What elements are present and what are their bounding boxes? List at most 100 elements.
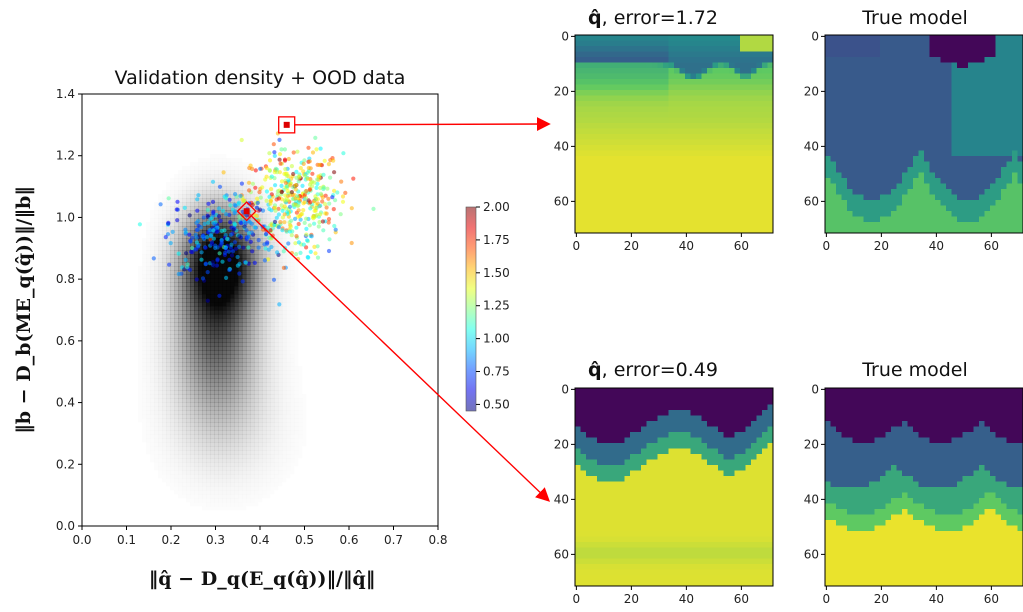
density-cell	[194, 482, 198, 486]
density-cell	[178, 490, 182, 494]
density-cell	[206, 278, 211, 283]
density-cell	[182, 390, 187, 395]
heatmap-cell	[707, 139, 713, 146]
density-cell	[218, 410, 223, 415]
density-cell	[238, 162, 242, 166]
density-cell	[298, 366, 302, 370]
density-cell	[146, 326, 150, 330]
ood-point	[190, 235, 195, 240]
density-cell	[290, 286, 294, 290]
density-cell	[154, 334, 159, 339]
density-cell	[186, 402, 191, 407]
heatmap-cell	[707, 216, 713, 223]
density-cell	[234, 342, 239, 347]
density-cell	[166, 482, 170, 486]
density-cell	[174, 434, 179, 439]
heatmap-cell	[690, 227, 697, 234]
density-cell	[198, 382, 203, 387]
density-cell	[278, 230, 283, 235]
ood-point	[282, 212, 287, 217]
density-cell	[150, 286, 155, 291]
density-cell	[274, 278, 279, 283]
ood-point	[276, 212, 281, 217]
density-cell	[234, 186, 239, 191]
ood-point	[278, 161, 283, 166]
heatmap-cell	[586, 90, 592, 96]
density-cell	[198, 486, 202, 490]
density-cell	[182, 358, 187, 363]
density-cell	[178, 214, 183, 219]
heatmap-cell	[575, 227, 581, 234]
density-cell	[166, 226, 171, 231]
ood-point	[227, 197, 232, 202]
heatmap-cell	[696, 216, 702, 223]
density-cell	[238, 478, 243, 483]
density-cell	[282, 262, 287, 267]
heatmap-cell	[701, 62, 708, 69]
density-cell	[294, 278, 298, 282]
density-cell	[302, 434, 306, 438]
heatmap-cell	[602, 73, 609, 80]
density-cell	[218, 438, 223, 443]
density-cell	[218, 462, 223, 467]
density-cell	[258, 354, 263, 359]
density-cell	[174, 386, 179, 391]
density-cell	[154, 346, 159, 351]
heatmap-cell	[641, 123, 647, 129]
density-cell	[218, 314, 223, 319]
density-cell	[298, 454, 302, 458]
density-cell	[282, 398, 286, 402]
density-cell	[166, 346, 171, 351]
heatmap-cell	[575, 161, 581, 168]
density-cell	[230, 202, 235, 207]
heatmap-cell	[641, 112, 647, 118]
density-cell	[302, 438, 306, 442]
density-cell	[230, 422, 235, 427]
heatmap-cell	[630, 112, 636, 118]
density-cell	[254, 330, 259, 335]
density-cell	[186, 346, 191, 351]
ood-point	[254, 205, 259, 210]
density-cell	[210, 482, 214, 486]
ood-point	[255, 200, 260, 206]
density-cell	[238, 366, 243, 371]
heatmap-cell	[657, 156, 664, 162]
density-cell	[202, 450, 207, 455]
density-cell	[294, 394, 298, 398]
density-cell	[258, 394, 263, 399]
density-cell	[194, 318, 199, 323]
heatmap-cell	[679, 51, 686, 58]
density-cell	[210, 314, 215, 319]
density-cell	[178, 330, 183, 335]
heatmap-cell	[619, 189, 625, 195]
density-cell	[206, 162, 210, 166]
density-cell	[174, 326, 179, 331]
heatmap-cell	[690, 68, 697, 74]
heatmap-cell	[712, 46, 719, 52]
density-cell	[302, 406, 306, 410]
density-cell	[202, 174, 207, 179]
heatmap-cell	[652, 183, 658, 190]
heatmap-cell	[597, 183, 603, 190]
density-cell	[194, 270, 199, 275]
density-cell	[182, 426, 187, 431]
density-cell	[170, 390, 175, 395]
ood-point	[331, 158, 336, 163]
ood-point	[340, 194, 346, 199]
heatmap-cell	[619, 106, 625, 113]
density-cell	[142, 266, 146, 270]
ood-point	[296, 240, 301, 245]
q-hat-symbol: q̂	[588, 7, 602, 29]
density-cell	[194, 214, 199, 219]
density-cell	[262, 458, 267, 463]
density-cell	[242, 402, 247, 407]
density-cell	[198, 386, 203, 391]
density-cell	[210, 366, 215, 371]
heatmap-cell	[674, 68, 680, 74]
density-cell	[174, 490, 178, 494]
density-cell	[174, 374, 179, 379]
colorbar-tick-label: 0.50	[483, 397, 510, 411]
density-cell	[246, 498, 250, 502]
heatmap-cell	[712, 90, 719, 96]
heatmap-cell	[591, 35, 598, 41]
